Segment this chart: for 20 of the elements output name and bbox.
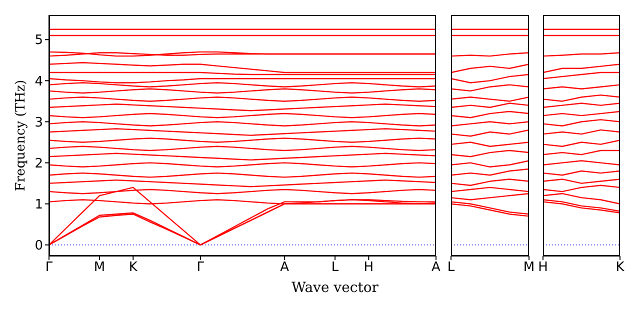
x-tick-label: H [538, 260, 548, 276]
x-tick-label: Γ [45, 260, 54, 276]
x-tick-label: L [447, 260, 456, 276]
x-tick-label: A [432, 260, 441, 276]
y-tick-label: 3 [34, 115, 43, 130]
y-tick-label: 2 [34, 156, 43, 172]
y-tick-label: 4 [34, 74, 43, 90]
x-tick-label: H [364, 260, 374, 276]
y-tick-label: 1 [34, 197, 43, 212]
y-tick-label: 5 [34, 33, 43, 48]
x-tick-label: A [280, 260, 290, 276]
x-axis-title: Wave vector [290, 280, 380, 296]
x-tick-label: K [616, 260, 625, 276]
x-tick-label: Γ [196, 260, 205, 276]
x-tick-label: K [128, 260, 138, 276]
y-axis-title: Frequency (THz) [14, 80, 29, 192]
y-tick-label: 0 [34, 238, 43, 254]
x-tick-label: M [94, 260, 106, 276]
x-tick-label: L [331, 260, 340, 276]
x-tick-label: M [523, 260, 535, 276]
